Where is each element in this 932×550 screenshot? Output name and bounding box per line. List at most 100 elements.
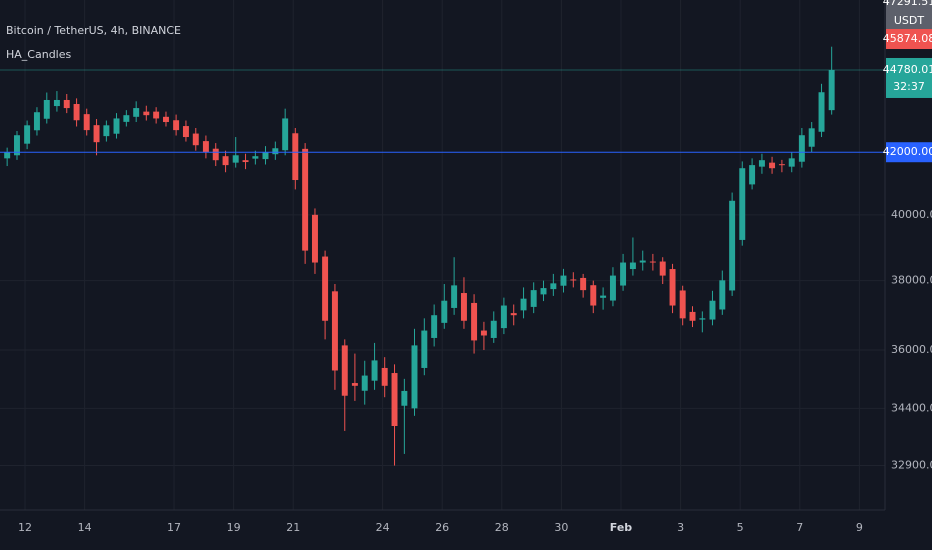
candle-body — [162, 116, 169, 123]
candle-body — [679, 290, 686, 319]
candle-body — [460, 293, 467, 321]
candle-body — [123, 115, 130, 122]
candle-body — [490, 320, 497, 338]
candle-body — [639, 260, 646, 263]
candle-body — [798, 135, 805, 162]
x-tick-label: 17 — [167, 521, 181, 534]
candle-body — [33, 112, 40, 131]
candle-body — [322, 256, 329, 321]
candle-body — [341, 345, 348, 396]
candle-body — [590, 285, 597, 306]
candle-body — [361, 375, 368, 391]
level-label: 42000.00 — [883, 145, 932, 158]
candle-body — [828, 69, 835, 111]
candle-body — [570, 279, 577, 281]
candle-body — [371, 360, 378, 381]
price-marker-label: 45874.08 — [883, 32, 932, 45]
candle-body — [4, 152, 11, 159]
candle-body — [83, 114, 90, 131]
last-price-label: 44780.01 — [883, 63, 932, 76]
candle-body — [93, 125, 100, 143]
candle-body — [113, 118, 120, 134]
candle-body — [520, 298, 527, 311]
candle-body — [580, 277, 587, 291]
candle-body — [609, 275, 616, 301]
candle-body — [739, 168, 746, 240]
candle-body — [53, 99, 60, 107]
candle-body — [649, 261, 656, 263]
candle-body — [689, 311, 696, 321]
candle-body — [381, 367, 388, 386]
candle-body — [192, 133, 199, 146]
y-tick-label: 32900.00 — [891, 459, 932, 472]
candle-body — [202, 141, 209, 153]
candle-body — [103, 125, 110, 137]
candle-body — [401, 390, 408, 406]
candle-body — [629, 262, 636, 270]
candle-body — [133, 108, 140, 117]
candle-body — [331, 291, 338, 371]
candle-body — [431, 315, 438, 338]
currency-badge — [886, 12, 932, 30]
x-tick-label: 24 — [376, 521, 390, 534]
x-tick-label: 19 — [227, 521, 241, 534]
x-tick-label: 30 — [554, 521, 568, 534]
candle-body — [510, 313, 517, 316]
price-marker-badge — [886, 29, 932, 50]
candle-body — [620, 262, 627, 286]
candle-body — [252, 156, 259, 159]
candle-body — [500, 305, 507, 329]
x-tick-label: 5 — [737, 521, 744, 534]
candle-body — [411, 345, 418, 409]
currency-label: USDT — [894, 14, 925, 27]
y-tick-label: 34400.00 — [891, 401, 932, 414]
candle-body — [14, 135, 20, 156]
candle-body — [391, 373, 398, 427]
candle-body — [311, 214, 318, 263]
x-tick-label: Feb — [610, 521, 633, 534]
candle-body — [73, 104, 80, 121]
candle-body — [659, 261, 666, 276]
candle-body — [778, 164, 785, 166]
countdown: 32:37 — [893, 80, 925, 93]
candle-body — [182, 126, 189, 138]
candle-body — [758, 160, 765, 167]
candle-body — [421, 330, 428, 368]
x-tick-label: 28 — [495, 521, 509, 534]
indicator-name: HA_Candles — [6, 48, 71, 61]
candle-body — [282, 118, 289, 151]
plot — [0, 46, 885, 466]
candle-body — [212, 148, 219, 161]
candle-body — [351, 383, 358, 386]
grid — [0, 0, 885, 510]
candle-body — [480, 330, 487, 336]
level-badge — [886, 142, 932, 163]
candle-body — [719, 280, 726, 310]
last-price-badge — [886, 57, 932, 98]
candle-body — [153, 111, 160, 119]
chart-title: Bitcoin / TetherUS, 4h, BINANCE — [6, 24, 181, 37]
candle-body — [292, 133, 299, 181]
y-tick-label: 36000.00 — [891, 343, 932, 356]
x-tick-label: 9 — [856, 521, 863, 534]
candle-body — [302, 148, 309, 251]
candle-body — [818, 92, 825, 132]
candle-body — [451, 285, 458, 308]
candle-body — [471, 302, 478, 341]
candle-body — [63, 99, 70, 109]
y-tick-label: 40000.00 — [891, 208, 932, 221]
axes: 40000.00 38000.00 36000.00 34400.00 32900.00… — [18, 0, 932, 534]
candle-body — [222, 156, 229, 166]
candle-body — [441, 300, 448, 323]
candle-body — [699, 318, 706, 320]
candle-body — [669, 269, 676, 306]
x-tick-label: 7 — [796, 521, 803, 534]
candle-body — [232, 155, 239, 163]
candle-body — [788, 158, 795, 167]
candle-body — [709, 300, 716, 320]
candle-body — [530, 290, 537, 307]
x-tick-label: 12 — [18, 521, 32, 534]
candle-body — [769, 162, 776, 169]
